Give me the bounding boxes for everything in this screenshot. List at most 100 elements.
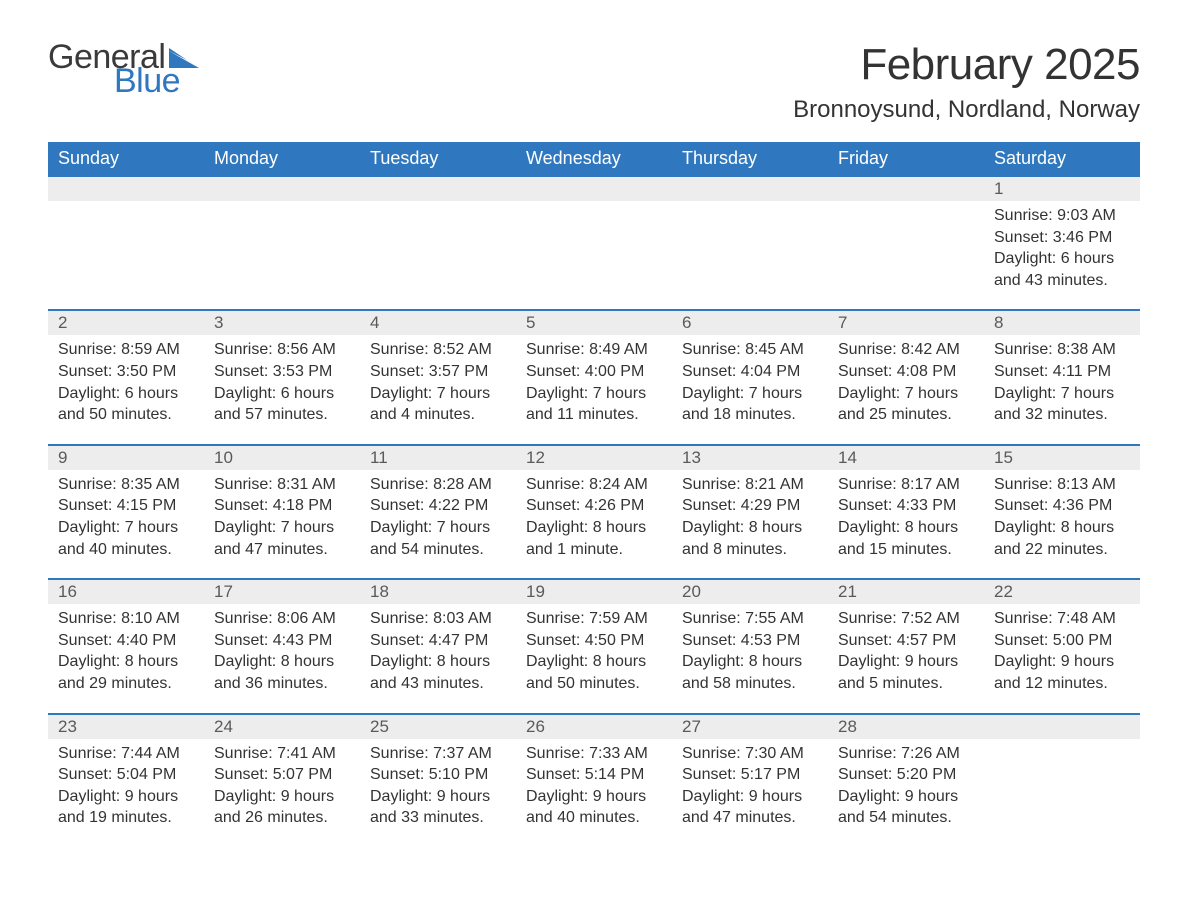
day-sunset: Sunset: 5:17 PM	[682, 764, 818, 786]
day-content-cell	[48, 201, 204, 310]
day-sunrise: Sunrise: 8:35 AM	[58, 474, 194, 496]
day-day1: Daylight: 7 hours	[58, 517, 194, 539]
day-day2: and 43 minutes.	[370, 673, 506, 695]
day-sunrise: Sunrise: 8:21 AM	[682, 474, 818, 496]
day-sunrise: Sunrise: 7:52 AM	[838, 608, 974, 630]
week-content-row: Sunrise: 9:03 AMSunset: 3:46 PMDaylight:…	[48, 201, 1140, 310]
day-number-cell: 1	[984, 176, 1140, 201]
day-sunrise: Sunrise: 7:37 AM	[370, 743, 506, 765]
day-day1: Daylight: 7 hours	[370, 383, 506, 405]
day-sunset: Sunset: 4:18 PM	[214, 495, 350, 517]
day-day2: and 29 minutes.	[58, 673, 194, 695]
day-content-cell: Sunrise: 8:42 AMSunset: 4:08 PMDaylight:…	[828, 335, 984, 444]
day-day1: Daylight: 9 hours	[994, 651, 1130, 673]
day-sunset: Sunset: 5:20 PM	[838, 764, 974, 786]
weekday-header: Sunday	[48, 142, 204, 176]
day-number-cell: 24	[204, 714, 360, 739]
day-day1: Daylight: 9 hours	[838, 651, 974, 673]
day-day1: Daylight: 9 hours	[682, 786, 818, 808]
day-content-cell: Sunrise: 8:21 AMSunset: 4:29 PMDaylight:…	[672, 470, 828, 579]
day-number-cell	[984, 714, 1140, 739]
day-number-cell: 26	[516, 714, 672, 739]
weekday-header: Tuesday	[360, 142, 516, 176]
day-content-cell: Sunrise: 7:52 AMSunset: 4:57 PMDaylight:…	[828, 604, 984, 713]
day-day2: and 36 minutes.	[214, 673, 350, 695]
day-content-cell: Sunrise: 7:55 AMSunset: 4:53 PMDaylight:…	[672, 604, 828, 713]
location-label: Bronnoysund, Nordland, Norway	[793, 96, 1140, 124]
day-sunrise: Sunrise: 8:56 AM	[214, 339, 350, 361]
day-sunrise: Sunrise: 8:10 AM	[58, 608, 194, 630]
day-sunrise: Sunrise: 8:28 AM	[370, 474, 506, 496]
day-day2: and 22 minutes.	[994, 539, 1130, 561]
day-day2: and 47 minutes.	[682, 807, 818, 829]
day-sunset: Sunset: 4:33 PM	[838, 495, 974, 517]
day-day1: Daylight: 7 hours	[838, 383, 974, 405]
day-day2: and 11 minutes.	[526, 404, 662, 426]
day-content-cell: Sunrise: 7:48 AMSunset: 5:00 PMDaylight:…	[984, 604, 1140, 713]
day-day2: and 43 minutes.	[994, 270, 1130, 292]
day-sunrise: Sunrise: 8:59 AM	[58, 339, 194, 361]
day-day1: Daylight: 9 hours	[58, 786, 194, 808]
day-sunset: Sunset: 3:57 PM	[370, 361, 506, 383]
day-sunset: Sunset: 5:00 PM	[994, 630, 1130, 652]
day-day1: Daylight: 7 hours	[370, 517, 506, 539]
day-number-cell: 7	[828, 310, 984, 335]
day-content-cell	[984, 739, 1140, 847]
day-content-cell	[672, 201, 828, 310]
day-number-cell: 16	[48, 579, 204, 604]
day-day1: Daylight: 7 hours	[682, 383, 818, 405]
day-day2: and 33 minutes.	[370, 807, 506, 829]
day-day1: Daylight: 7 hours	[994, 383, 1130, 405]
day-day1: Daylight: 8 hours	[58, 651, 194, 673]
day-day1: Daylight: 9 hours	[370, 786, 506, 808]
day-sunset: Sunset: 3:46 PM	[994, 227, 1130, 249]
day-content-cell: Sunrise: 7:30 AMSunset: 5:17 PMDaylight:…	[672, 739, 828, 847]
week-daynum-row: 9101112131415	[48, 445, 1140, 470]
day-content-cell: Sunrise: 8:45 AMSunset: 4:04 PMDaylight:…	[672, 335, 828, 444]
day-sunrise: Sunrise: 8:03 AM	[370, 608, 506, 630]
day-content-cell: Sunrise: 7:59 AMSunset: 4:50 PMDaylight:…	[516, 604, 672, 713]
day-day1: Daylight: 6 hours	[994, 248, 1130, 270]
day-day2: and 26 minutes.	[214, 807, 350, 829]
day-day2: and 50 minutes.	[526, 673, 662, 695]
day-number-cell: 18	[360, 579, 516, 604]
day-content-cell: Sunrise: 9:03 AMSunset: 3:46 PMDaylight:…	[984, 201, 1140, 310]
day-number-cell: 27	[672, 714, 828, 739]
day-sunrise: Sunrise: 7:41 AM	[214, 743, 350, 765]
day-number-cell: 11	[360, 445, 516, 470]
day-number-cell	[204, 176, 360, 201]
day-content-cell: Sunrise: 8:17 AMSunset: 4:33 PMDaylight:…	[828, 470, 984, 579]
day-number-cell: 3	[204, 310, 360, 335]
day-content-cell: Sunrise: 8:49 AMSunset: 4:00 PMDaylight:…	[516, 335, 672, 444]
day-number-cell: 10	[204, 445, 360, 470]
day-content-cell: Sunrise: 7:37 AMSunset: 5:10 PMDaylight:…	[360, 739, 516, 847]
day-sunset: Sunset: 4:22 PM	[370, 495, 506, 517]
day-number-cell: 14	[828, 445, 984, 470]
day-sunrise: Sunrise: 8:06 AM	[214, 608, 350, 630]
day-number-cell: 5	[516, 310, 672, 335]
day-day1: Daylight: 8 hours	[838, 517, 974, 539]
day-sunset: Sunset: 4:57 PM	[838, 630, 974, 652]
day-content-cell	[516, 201, 672, 310]
day-day1: Daylight: 8 hours	[370, 651, 506, 673]
day-content-cell: Sunrise: 8:59 AMSunset: 3:50 PMDaylight:…	[48, 335, 204, 444]
day-day2: and 5 minutes.	[838, 673, 974, 695]
day-day2: and 54 minutes.	[838, 807, 974, 829]
day-number-cell	[828, 176, 984, 201]
day-number-cell	[48, 176, 204, 201]
day-sunset: Sunset: 4:29 PM	[682, 495, 818, 517]
page-header: General Blue February 2025 Bronnoysund, …	[48, 40, 1140, 124]
day-content-cell: Sunrise: 8:06 AMSunset: 4:43 PMDaylight:…	[204, 604, 360, 713]
day-day2: and 50 minutes.	[58, 404, 194, 426]
day-content-cell	[204, 201, 360, 310]
day-day2: and 1 minute.	[526, 539, 662, 561]
day-content-cell: Sunrise: 8:31 AMSunset: 4:18 PMDaylight:…	[204, 470, 360, 579]
day-day1: Daylight: 9 hours	[214, 786, 350, 808]
day-day2: and 12 minutes.	[994, 673, 1130, 695]
day-content-cell: Sunrise: 8:35 AMSunset: 4:15 PMDaylight:…	[48, 470, 204, 579]
day-number-cell: 23	[48, 714, 204, 739]
weekday-header: Wednesday	[516, 142, 672, 176]
day-sunrise: Sunrise: 8:38 AM	[994, 339, 1130, 361]
day-content-cell: Sunrise: 8:56 AMSunset: 3:53 PMDaylight:…	[204, 335, 360, 444]
day-day2: and 4 minutes.	[370, 404, 506, 426]
